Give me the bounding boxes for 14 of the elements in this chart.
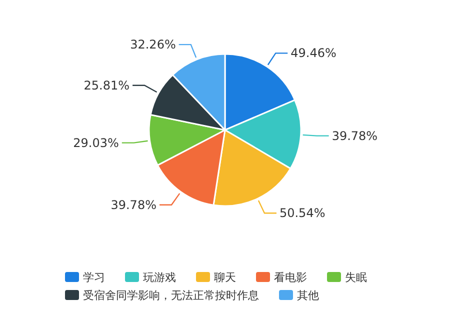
legend-label: 看电影 [274,271,307,284]
data-label: 49.46% [290,46,336,60]
data-label: 39.78% [110,198,156,212]
data-label: 29.03% [73,136,119,150]
legend-label: 聊天 [214,271,236,284]
legend-label: 学习 [83,271,105,284]
legend-label: 玩游戏 [143,271,176,284]
legend-label: 失眠 [345,271,367,284]
data-label: 32.26% [130,38,176,52]
legend-label: 受宿舍同学影响，无法正常按时作息 [83,289,259,302]
legend-label: 其他 [297,289,319,302]
data-label: 50.54% [279,206,326,220]
data-label: 39.78% [332,128,378,143]
data-label: 25.81% [84,78,130,92]
